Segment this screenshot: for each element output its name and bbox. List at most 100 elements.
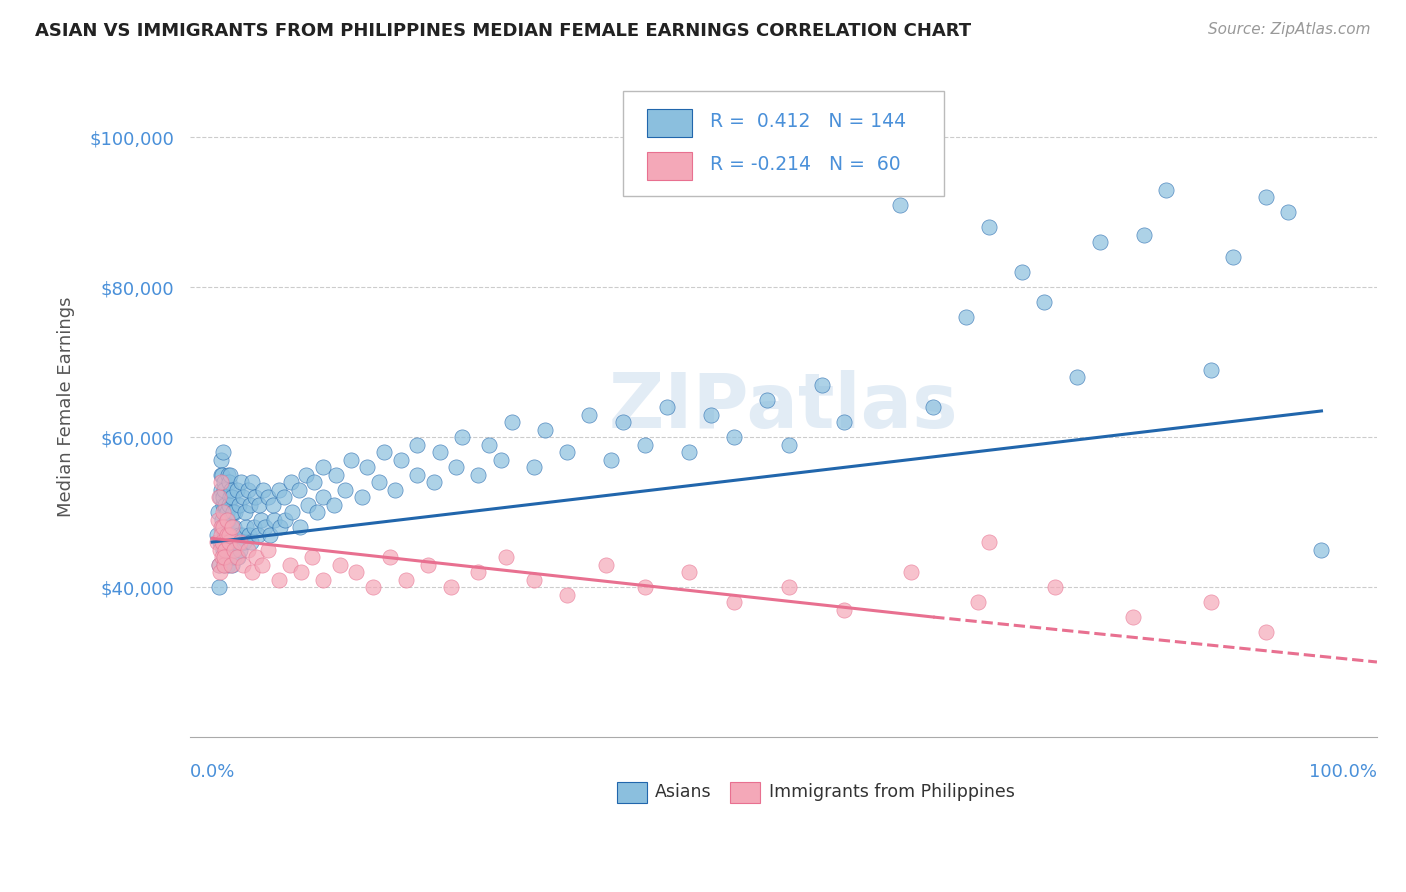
Point — [238, 527, 260, 541]
Point — [977, 535, 1000, 549]
Text: ASIAN VS IMMIGRANTS FROM PHILIPPINES MEDIAN FEMALE EARNINGS CORRELATION CHART: ASIAN VS IMMIGRANTS FROM PHILIPPINES MED… — [35, 22, 972, 40]
Point — [889, 198, 911, 212]
Point — [209, 527, 232, 541]
Point — [214, 558, 236, 572]
Point — [1066, 370, 1088, 384]
Point — [259, 527, 281, 541]
Point — [312, 490, 335, 504]
Point — [312, 460, 335, 475]
Point — [281, 505, 304, 519]
Point — [247, 498, 270, 512]
Point — [211, 550, 233, 565]
Point — [555, 445, 578, 459]
Point — [361, 580, 384, 594]
Point — [1133, 227, 1156, 242]
Point — [208, 490, 231, 504]
Point — [214, 550, 236, 565]
Point — [214, 505, 236, 519]
Point — [467, 565, 489, 579]
Point — [245, 490, 267, 504]
Point — [256, 490, 278, 504]
Point — [578, 408, 600, 422]
Point — [922, 400, 945, 414]
Point — [209, 475, 232, 490]
Point — [205, 535, 228, 549]
Point — [232, 490, 254, 504]
Point — [218, 475, 240, 490]
Point — [254, 520, 277, 534]
Point — [207, 513, 229, 527]
Point — [406, 438, 429, 452]
Point — [356, 460, 378, 475]
Point — [224, 550, 246, 565]
Point — [678, 565, 700, 579]
Point — [600, 452, 623, 467]
Point — [1033, 295, 1056, 310]
Point — [218, 520, 240, 534]
Point — [384, 483, 406, 497]
Point — [966, 595, 988, 609]
Point — [232, 558, 254, 572]
Point — [218, 467, 240, 482]
Point — [225, 535, 247, 549]
Point — [297, 498, 319, 512]
Point — [834, 415, 856, 429]
Point — [224, 505, 246, 519]
Point — [211, 513, 233, 527]
Point — [269, 520, 291, 534]
Point — [240, 565, 263, 579]
Point — [444, 460, 467, 475]
Point — [273, 490, 295, 504]
Point — [246, 527, 269, 541]
Bar — [730, 781, 759, 803]
Point — [288, 520, 311, 534]
Point — [221, 558, 243, 572]
Text: Immigrants from Philippines: Immigrants from Philippines — [769, 782, 1015, 801]
Point — [215, 513, 238, 527]
Point — [977, 220, 1000, 235]
Point — [225, 550, 247, 565]
Point — [225, 483, 247, 497]
Point — [329, 558, 352, 572]
Point — [208, 558, 231, 572]
Point — [1088, 235, 1111, 250]
Point — [207, 505, 229, 519]
Point — [555, 588, 578, 602]
Point — [236, 542, 259, 557]
Point — [256, 542, 278, 557]
Point — [218, 498, 240, 512]
Point — [350, 490, 373, 504]
Point — [217, 467, 239, 482]
Text: R =  0.412   N = 144: R = 0.412 N = 144 — [710, 112, 905, 131]
Point — [209, 452, 232, 467]
Point — [250, 558, 273, 572]
Point — [678, 445, 700, 459]
Point — [215, 550, 238, 565]
Point — [212, 490, 235, 504]
Point — [224, 542, 246, 557]
Point — [378, 550, 401, 565]
Bar — [617, 781, 647, 803]
Point — [1199, 362, 1222, 376]
Point — [211, 467, 233, 482]
Point — [634, 580, 657, 594]
Point — [221, 520, 243, 534]
Bar — [647, 109, 692, 136]
Point — [450, 430, 472, 444]
Point — [243, 520, 266, 534]
Point — [217, 558, 239, 572]
Point — [229, 535, 252, 549]
Point — [406, 467, 429, 482]
Point — [235, 520, 257, 534]
Point — [344, 565, 367, 579]
Point — [215, 527, 238, 541]
Point — [212, 498, 235, 512]
Point — [1045, 580, 1067, 594]
Point — [219, 520, 242, 534]
Point — [267, 573, 290, 587]
Point — [323, 498, 346, 512]
Point — [215, 505, 238, 519]
Point — [1254, 190, 1277, 204]
Point — [302, 475, 325, 490]
Point — [214, 550, 236, 565]
